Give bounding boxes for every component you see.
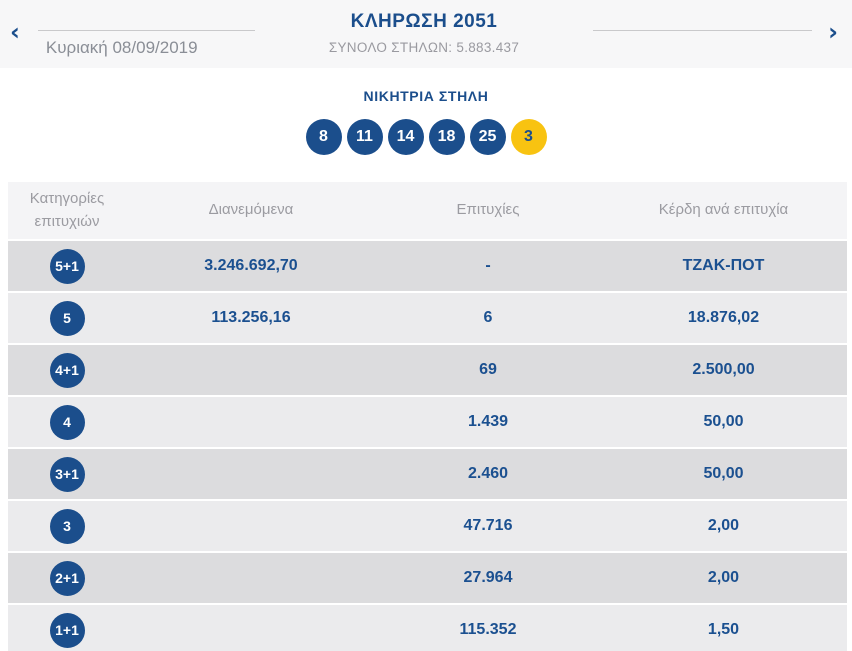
wins-value: - [485, 257, 491, 274]
next-draw-button[interactable]: › [824, 20, 842, 44]
per-win-value: 50,00 [703, 465, 744, 482]
table-row: 3 47.716 2,00 [8, 501, 847, 551]
joker-number-ball: 3 [510, 119, 547, 155]
distributed-value: 3.246.692,70 [204, 257, 298, 274]
draw-header: ‹ Κυριακή 08/09/2019 ΚΛΗΡΩΣΗ 2051 ΣΥΝΟΛΟ… [0, 0, 852, 68]
table-row: 3+1 2.460 50,00 [8, 449, 847, 499]
category-badge: 5+1 [49, 248, 85, 284]
header-divider-left [37, 30, 255, 31]
category-badge: 4 [49, 404, 85, 440]
wins-value: 69 [479, 361, 497, 378]
category-badge: 2+1 [49, 560, 85, 596]
draw-date: Κυριακή 08/09/2019 [45, 38, 198, 57]
winning-number-ball: 25 [469, 119, 506, 155]
winning-column-section: ΝΙΚΗΤΡΙΑ ΣΤΗΛΗ 8 11 14 18 25 3 [0, 88, 852, 155]
chevron-left-icon: ‹ [10, 18, 20, 46]
column-header-wins: Επιτυχίες [456, 201, 520, 219]
wins-value: 115.352 [459, 621, 517, 638]
table-row: 5+1 3.246.692,70 - ΤΖΑΚ-ΠΟΤ [8, 241, 847, 291]
winning-number-ball: 8 [305, 119, 342, 155]
per-win-value: 1,50 [707, 621, 740, 638]
wins-value: 47.716 [463, 517, 513, 534]
wins-value: 2.460 [467, 465, 509, 482]
category-badge: 5 [49, 300, 85, 336]
category-badge: 3 [49, 508, 85, 544]
previous-draw-button[interactable]: ‹ [6, 20, 24, 44]
table-row: 1+1 115.352 1,50 [8, 605, 847, 651]
draw-header-left: Κυριακή 08/09/2019 [24, 0, 259, 58]
column-header-per-win: Κέρδη ανά επιτυχία [658, 201, 789, 219]
winning-number-ball: 14 [387, 119, 424, 155]
winning-number-ball: 11 [346, 119, 383, 155]
prize-table: Κατηγορίες επιτυχιών Διανεμόμενα Επιτυχί… [8, 182, 847, 651]
prize-table-header: Κατηγορίες επιτυχιών Διανεμόμενα Επιτυχί… [8, 182, 847, 239]
column-header-categories: Κατηγορίες επιτυχιών [29, 190, 105, 230]
per-win-value: 2,00 [707, 569, 740, 586]
table-row: 4 1.439 50,00 [8, 397, 847, 447]
table-row: 2+1 27.964 2,00 [8, 553, 847, 603]
per-win-value: 50,00 [703, 413, 744, 430]
table-row: 4+1 69 2.500,00 [8, 345, 847, 395]
per-win-value: 18.876,02 [687, 309, 760, 326]
category-badge: 4+1 [49, 352, 85, 388]
wins-value: 1.439 [467, 413, 509, 430]
chevron-right-icon: › [828, 18, 838, 46]
column-header-distributed: Διανεμόμενα [208, 201, 294, 219]
winning-number-ball: 18 [428, 119, 465, 155]
category-badge: 1+1 [49, 612, 85, 648]
draw-title: ΚΛΗΡΩΣΗ 2051 [350, 11, 498, 32]
per-win-value: 2.500,00 [692, 361, 755, 378]
draw-header-right [589, 0, 824, 31]
header-divider-right [593, 30, 813, 31]
per-win-value: 2,00 [707, 517, 740, 534]
distributed-value: 113.256,16 [211, 309, 291, 326]
table-row: 5 113.256,16 6 18.876,02 [8, 293, 847, 343]
winning-numbers: 8 11 14 18 25 3 [0, 119, 852, 155]
category-badge: 3+1 [49, 456, 85, 492]
wins-value: 27.964 [463, 569, 513, 586]
draw-title-block: ΚΛΗΡΩΣΗ 2051 ΣΥΝΟΛΟ ΣΤΗΛΩΝ: 5.883.437 [259, 0, 589, 55]
per-win-value: ΤΖΑΚ-ΠΟΤ [682, 257, 765, 274]
winning-column-title: ΝΙΚΗΤΡΙΑ ΣΤΗΛΗ [363, 88, 489, 104]
total-columns-label: ΣΥΝΟΛΟ ΣΤΗΛΩΝ: 5.883.437 [328, 40, 520, 55]
wins-value: 6 [483, 309, 493, 326]
